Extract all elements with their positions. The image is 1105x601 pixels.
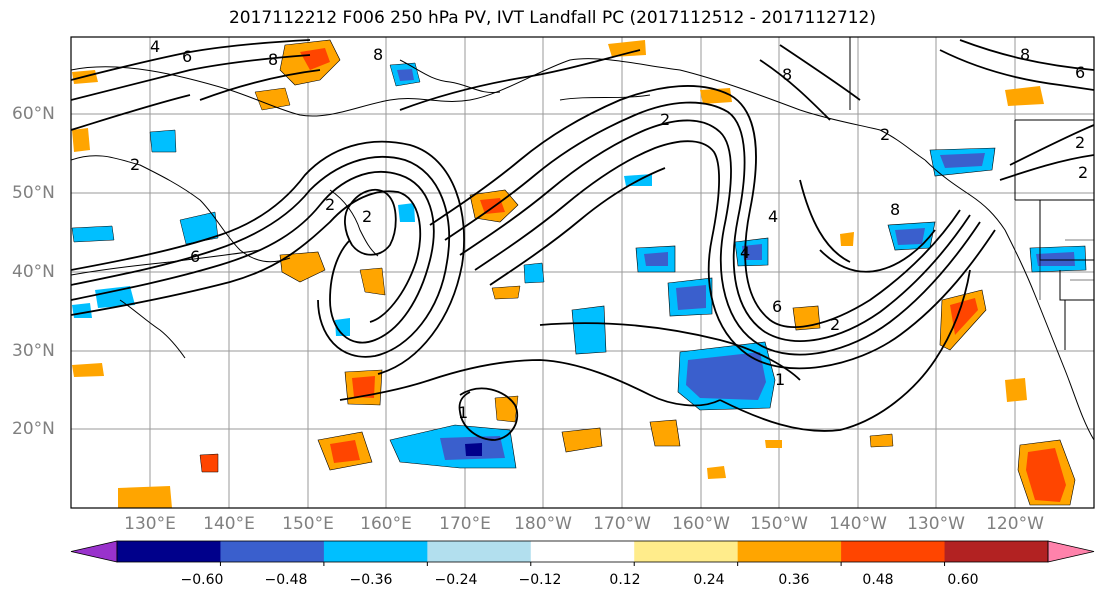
lat-label: 20°N (12, 419, 55, 439)
contour-label: 8 (782, 65, 792, 84)
colorbar (70, 540, 1095, 566)
colorbar-tick-label: −0.24 (434, 572, 478, 588)
lon-label: 120°W (986, 514, 1044, 534)
map-title: 2017112212 F006 250 hPa PV, IVT Landfall… (228, 8, 876, 28)
lon-label: 160°E (360, 514, 412, 534)
contour-label: 2 (830, 315, 840, 334)
contour-label: 6 (182, 47, 192, 66)
contour-label: 1 (458, 403, 468, 422)
lon-label: 130°W (907, 514, 965, 534)
coastlines (71, 37, 1094, 441)
state-borders (1039, 200, 1094, 300)
colorbar-tick-label: 0.48 (862, 572, 894, 588)
colorbar-extend-high (1047, 540, 1095, 563)
colorbar-bin (737, 541, 842, 562)
contour-label: 8 (268, 50, 278, 69)
contour-label: 8 (1020, 45, 1030, 64)
colorbar-bin (530, 541, 635, 562)
contour-label: 4 (740, 243, 750, 262)
colorbar-bin (323, 541, 428, 562)
pv-positive-shading (72, 39, 1076, 508)
colorbar-tick-label: 0.36 (778, 572, 810, 588)
contour-label: 6 (772, 297, 782, 316)
contour-label: 8 (373, 45, 383, 64)
ivt-contours (71, 39, 1094, 441)
colorbar-tick-label: −0.48 (264, 572, 308, 588)
contour-label: 2 (880, 125, 890, 144)
lat-label: 50°N (12, 183, 55, 203)
contour-label: 4 (768, 207, 778, 226)
colorbar-tick-label: 0.12 (609, 572, 641, 588)
lon-label: 130°E (124, 514, 176, 534)
colorbar-bin (944, 541, 1049, 562)
lat-label: 30°N (12, 341, 55, 361)
colorbar-tick-label: 0.24 (693, 572, 725, 588)
contour-label: 2 (130, 155, 140, 174)
lat-label: 60°N (12, 104, 55, 124)
colorbar-tick-label: −0.60 (180, 572, 224, 588)
lat-label: 40°N (12, 262, 55, 282)
lon-label: 150°E (282, 514, 334, 534)
lon-label: 170°W (593, 514, 651, 534)
lon-label: 140°E (203, 514, 255, 534)
colorbar-bin (841, 541, 946, 562)
contour-label: 2 (660, 110, 670, 129)
contour-label: 8 (890, 200, 900, 219)
lon-label: 170°E (439, 514, 491, 534)
colorbar-bin (220, 541, 325, 562)
contour-label: 2 (1078, 163, 1088, 182)
contour-label: 2 (362, 207, 372, 226)
colorbar-bin (634, 541, 739, 562)
colorbar-tick-label: −0.36 (349, 572, 393, 588)
pv-negative-shading (71, 62, 1087, 469)
lon-label: 140°W (829, 514, 887, 534)
colorbar-bin (427, 541, 532, 562)
colorbar-bin (117, 541, 221, 562)
contour-label: 2 (1075, 133, 1085, 152)
contour-label: 6 (1075, 63, 1085, 82)
colorbar-tick-label: −0.12 (518, 572, 562, 588)
colorbar-tick-label: 0.60 (947, 572, 979, 588)
contour-labels: 8 8 8 6 4 2 2 2 2 1 1 4 6 8 6 2 2 8 2 4 … (130, 37, 1088, 422)
lon-label: 160°W (672, 514, 730, 534)
colorbar-extend-low (70, 540, 118, 563)
colorbar-outline (116, 540, 1049, 563)
contour-label: 1 (775, 370, 785, 389)
contour-label: 6 (190, 247, 200, 266)
lon-label: 150°W (750, 514, 808, 534)
contour-label: 2 (325, 195, 335, 214)
map-frame (70, 36, 1095, 509)
contour-label: 4 (150, 37, 160, 56)
lon-label: 180°W (514, 514, 572, 534)
